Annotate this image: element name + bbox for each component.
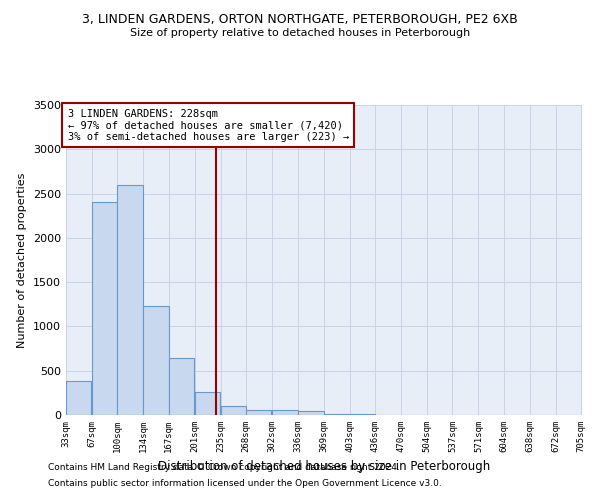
Bar — [323, 414, 349, 415]
Bar — [169, 358, 194, 415]
Text: Size of property relative to detached houses in Peterborough: Size of property relative to detached ho… — [130, 28, 470, 38]
Bar — [118, 184, 143, 415]
Text: 3, LINDEN GARDENS, ORTON NORTHGATE, PETERBOROUGH, PE2 6XB: 3, LINDEN GARDENS, ORTON NORTHGATE, PETE… — [82, 12, 518, 26]
Bar — [272, 410, 298, 415]
Y-axis label: Number of detached properties: Number of detached properties — [17, 172, 28, 348]
Bar — [195, 392, 220, 415]
Bar — [92, 202, 118, 415]
X-axis label: Distribution of detached houses by size in Peterborough: Distribution of detached houses by size … — [158, 460, 490, 473]
Bar — [66, 382, 91, 415]
Bar — [246, 410, 271, 415]
Bar — [221, 406, 246, 415]
Text: Contains HM Land Registry data © Crown copyright and database right 2024.: Contains HM Land Registry data © Crown c… — [48, 464, 400, 472]
Bar — [298, 412, 323, 415]
Bar — [350, 414, 375, 415]
Bar — [143, 306, 169, 415]
Text: Contains public sector information licensed under the Open Government Licence v3: Contains public sector information licen… — [48, 478, 442, 488]
Text: 3 LINDEN GARDENS: 228sqm
← 97% of detached houses are smaller (7,420)
3% of semi: 3 LINDEN GARDENS: 228sqm ← 97% of detach… — [68, 108, 349, 142]
